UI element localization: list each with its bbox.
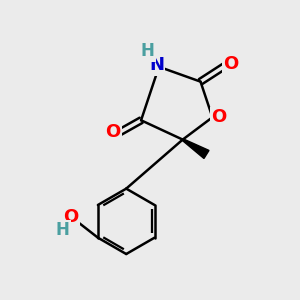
Text: H: H bbox=[56, 221, 70, 239]
Text: O: O bbox=[105, 123, 121, 141]
Text: O: O bbox=[64, 208, 79, 226]
Text: O: O bbox=[224, 55, 239, 73]
Text: O: O bbox=[211, 108, 226, 126]
Text: H: H bbox=[141, 42, 154, 60]
Text: N: N bbox=[149, 56, 164, 74]
Polygon shape bbox=[182, 139, 209, 158]
